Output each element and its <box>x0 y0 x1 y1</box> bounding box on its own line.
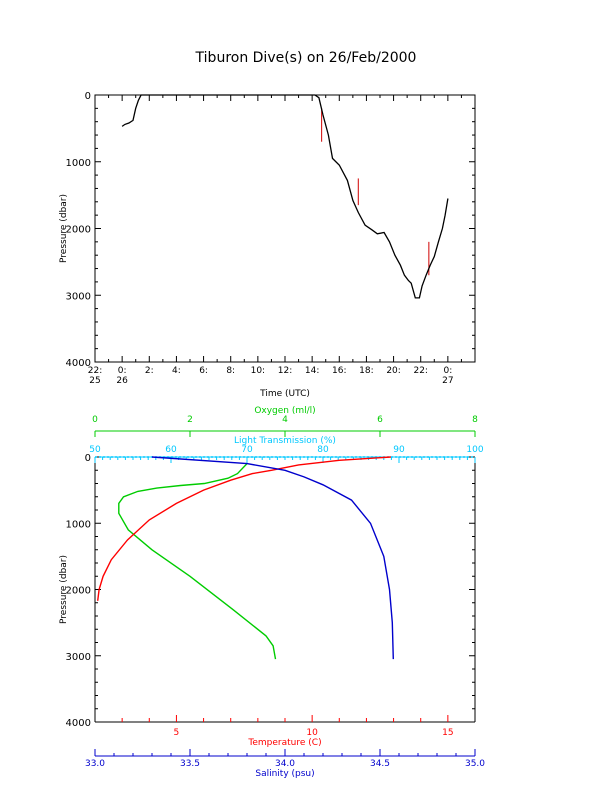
oxygen-profile-line <box>118 463 277 660</box>
x-tick-label: 25 <box>89 376 100 386</box>
light-tick-label: 100 <box>466 445 483 455</box>
x-axis-label: Time (UTC) <box>259 389 310 399</box>
light-axis-label: Light Transmission (%) <box>234 436 336 446</box>
salinity-axis-label: Salinity (psu) <box>255 769 314 779</box>
oxygen-tick-label: 0 <box>92 415 98 425</box>
oxygen-tick-label: 6 <box>377 415 383 425</box>
light-tick-label: 80 <box>317 445 329 455</box>
pressure-trace-line <box>121 94 449 299</box>
oxygen-tick-label: 4 <box>282 415 288 425</box>
oxygen-tick-label: 8 <box>472 415 478 425</box>
salinity-tick-label: 33.5 <box>180 759 200 769</box>
y-axis-label: Pressure (dbar) <box>59 555 69 624</box>
temperature-tick-label: 10 <box>306 728 318 738</box>
light-tick-label: 50 <box>89 445 101 455</box>
light-tick-label: 70 <box>241 445 253 455</box>
y-tick-label: 2000 <box>66 586 91 597</box>
salinity-tick-label: 35.0 <box>465 759 485 769</box>
y-tick-label: 0 <box>85 453 91 464</box>
oxygen-tick-label: 2 <box>187 415 193 425</box>
y-tick-label: 3000 <box>66 291 91 302</box>
light-tick-label: 60 <box>165 445 177 455</box>
x-tick-label: 10: <box>251 366 265 376</box>
x-tick-label: 0: <box>118 366 127 376</box>
x-tick-label: 2: <box>145 366 154 376</box>
salinity-tick-label: 34.5 <box>370 759 390 769</box>
y-tick-label: 4000 <box>66 358 91 369</box>
y-axis-label: Pressure (dbar) <box>59 194 69 263</box>
x-tick-label: 6: <box>199 366 208 376</box>
x-tick-label: 22: <box>88 366 102 376</box>
x-tick-label: 4: <box>172 366 181 376</box>
plot-frame <box>94 94 476 363</box>
x-tick-label: 16: <box>332 366 346 376</box>
x-tick-label: 12: <box>278 366 292 376</box>
chart-title: Tiburon Dive(s) on 26/Feb/2000 <box>195 50 417 66</box>
x-tick-label: 8: <box>226 366 235 376</box>
y-tick-label: 4000 <box>66 718 91 729</box>
x-tick-label: 18: <box>359 366 373 376</box>
x-tick-label: 20: <box>386 366 400 376</box>
x-tick-label: 14: <box>305 366 319 376</box>
profile-chart: 0 1000 2000 3000 4000 Pressure (dbar) 0 2 4 6 8 Oxy… <box>59 406 485 779</box>
y-tick-label: 0 <box>85 91 91 102</box>
temperature-tick-label: 15 <box>442 728 453 738</box>
x-tick-label: 0: <box>443 366 452 376</box>
x-tick-label: 22: <box>413 366 427 376</box>
salinity-tick-label: 34.0 <box>275 759 295 769</box>
x-tick-label: 27 <box>442 376 453 386</box>
salinity-tick-label: 33.0 <box>85 759 105 769</box>
light-tick-label: 90 <box>393 445 405 455</box>
salinity-profile-line <box>151 456 394 660</box>
y-tick-label: 2000 <box>66 225 91 236</box>
temperature-tick-label: 5 <box>174 728 180 738</box>
oxygen-axis-label: Oxygen (ml/l) <box>254 406 315 416</box>
y-tick-label: 1000 <box>66 519 91 530</box>
temperature-profile-line <box>97 456 391 601</box>
temperature-axis-label: Temperature (C) <box>247 738 321 748</box>
y-tick-label: 3000 <box>66 652 91 663</box>
y-tick-label: 1000 <box>66 158 91 169</box>
x-tick-label: 26 <box>116 376 128 386</box>
